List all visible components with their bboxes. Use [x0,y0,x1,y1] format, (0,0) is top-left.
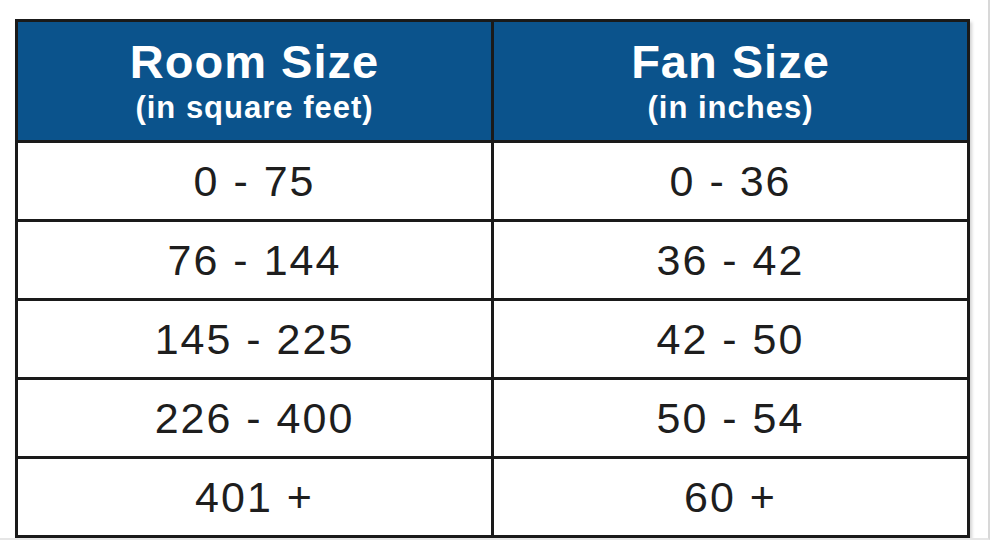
fan-size-cell: 50 - 54 [493,379,969,458]
table-header: Room Size (in square feet) Fan Size (in … [17,21,969,142]
room-size-cell: 226 - 400 [17,379,493,458]
table-row: 145 - 225 42 - 50 [17,300,969,379]
room-size-cell: 401 + [17,458,493,537]
header-row: Room Size (in square feet) Fan Size (in … [17,21,969,142]
table-row: 0 - 75 0 - 36 [17,142,969,221]
room-size-cell: 0 - 75 [17,142,493,221]
fan-size-subtitle: (in inches) [494,90,967,126]
room-size-cell: 76 - 144 [17,221,493,300]
room-size-subtitle: (in square feet) [18,90,491,126]
header-cell-room-size: Room Size (in square feet) [17,21,493,142]
table-row: 76 - 144 36 - 42 [17,221,969,300]
room-size-title: Room Size [18,36,491,88]
page-background: Room Size (in square feet) Fan Size (in … [0,0,990,540]
table-row: 401 + 60 + [17,458,969,537]
room-size-cell: 145 - 225 [17,300,493,379]
fan-size-cell: 60 + [493,458,969,537]
table-row: 226 - 400 50 - 54 [17,379,969,458]
fan-size-title: Fan Size [494,36,967,88]
room-fan-size-table: Room Size (in square feet) Fan Size (in … [15,19,970,538]
fan-size-cell: 36 - 42 [493,221,969,300]
table-body: 0 - 75 0 - 36 76 - 144 36 - 42 145 - 225… [17,142,969,537]
fan-size-cell: 42 - 50 [493,300,969,379]
fan-size-cell: 0 - 36 [493,142,969,221]
header-cell-fan-size: Fan Size (in inches) [493,21,969,142]
